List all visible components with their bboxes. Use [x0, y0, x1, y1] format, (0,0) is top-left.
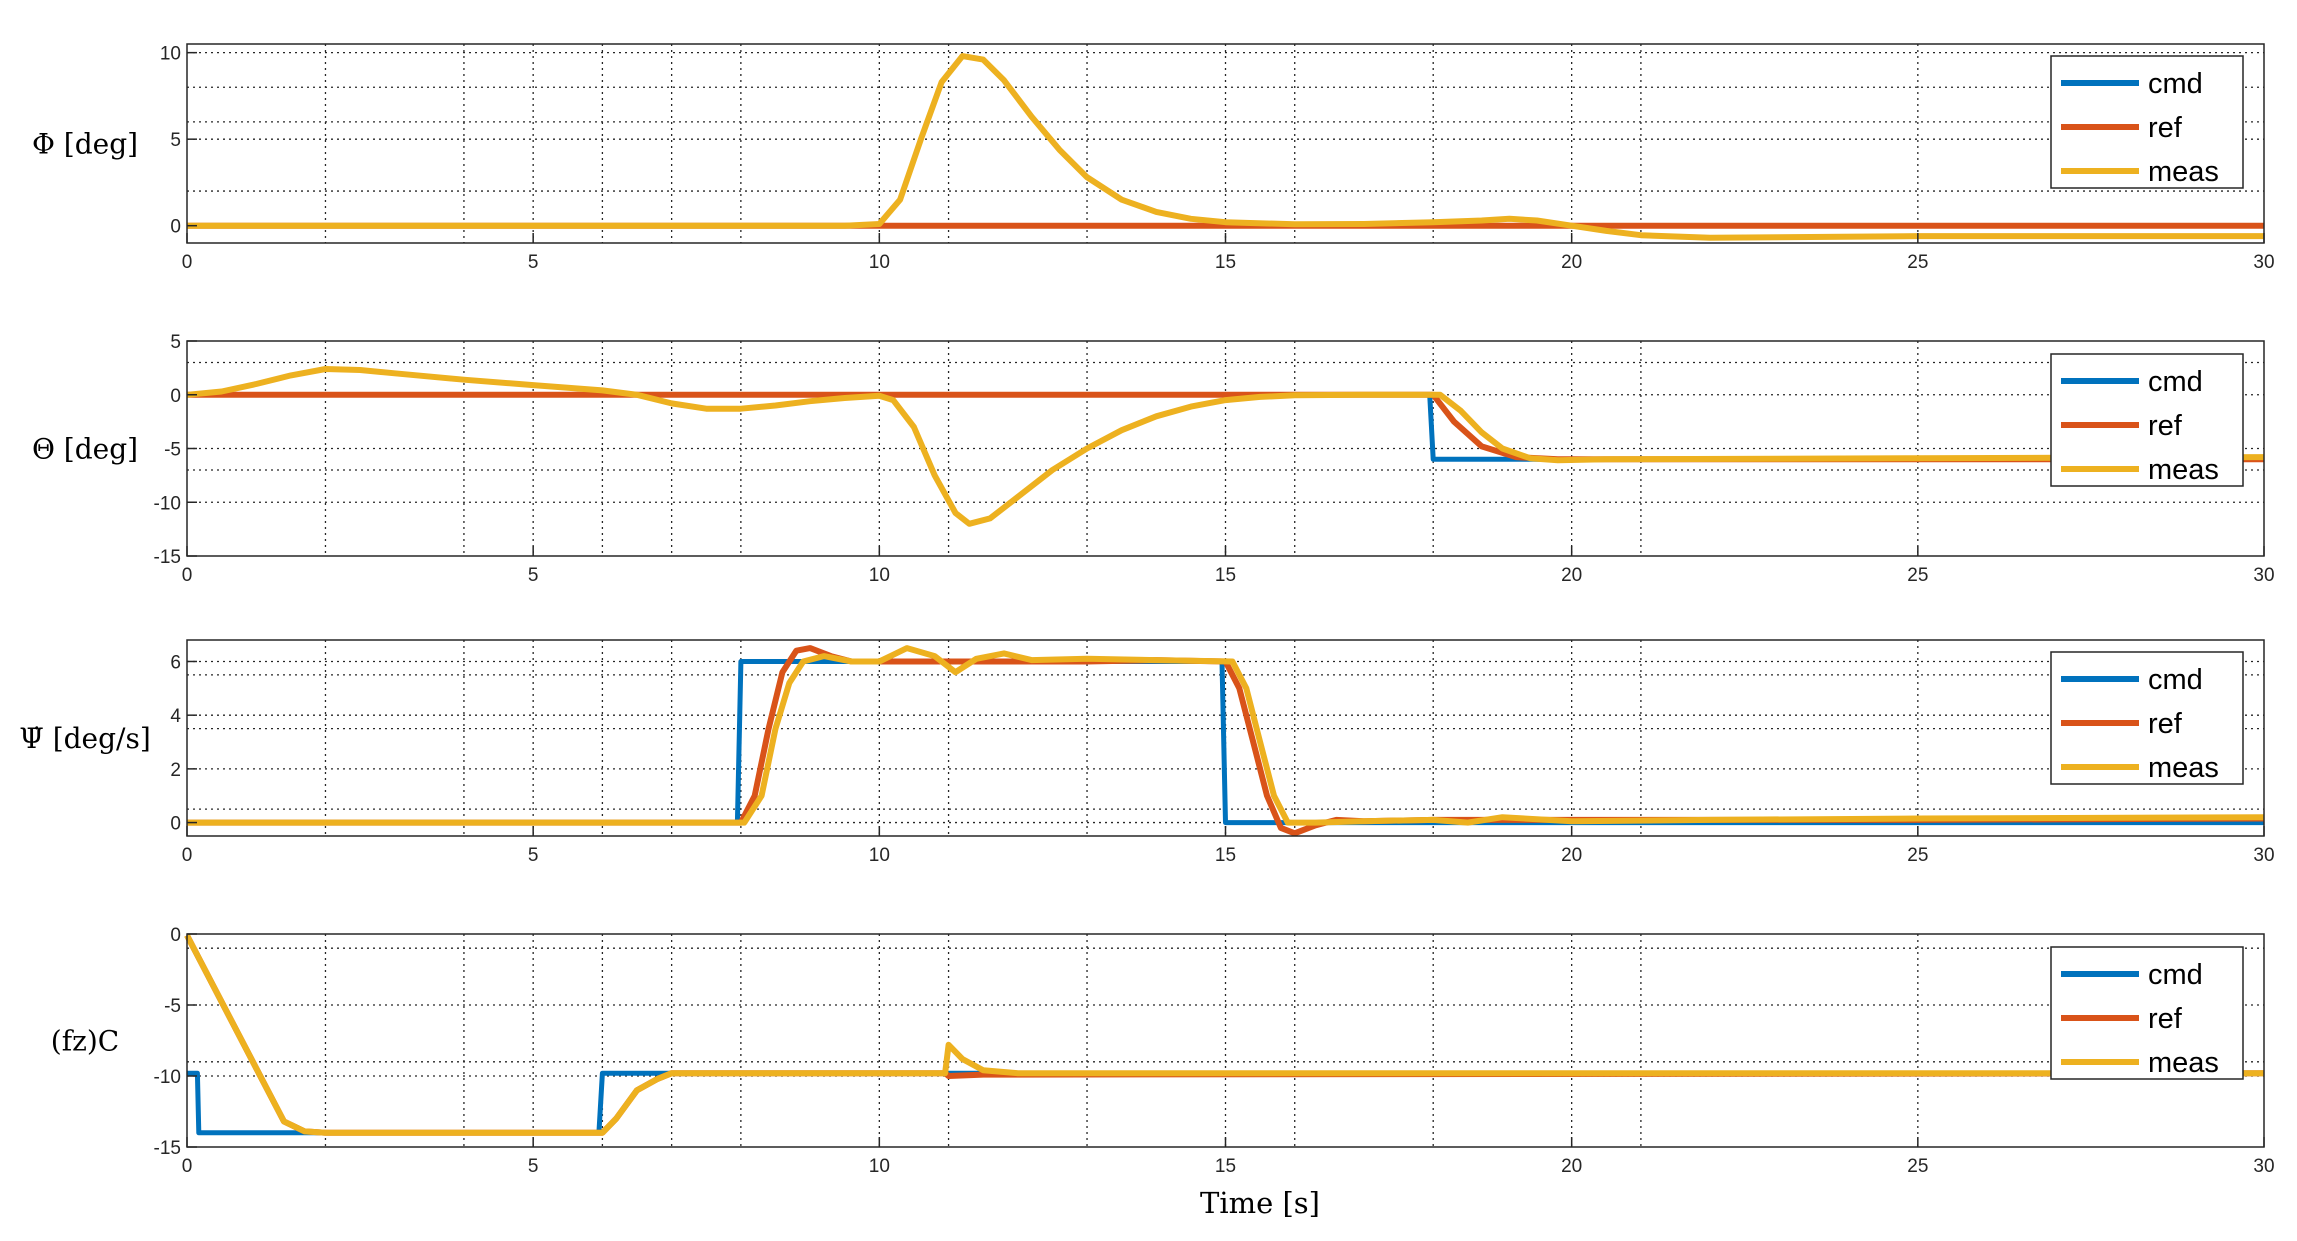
y-tick-label: 0	[170, 217, 181, 238]
x-tick-label: 0	[182, 565, 193, 586]
y-tick-label: -10	[154, 493, 181, 514]
x-tick-label: 0	[182, 1156, 193, 1177]
y-tick-label: -5	[164, 440, 181, 461]
y-axis-label: Θ [deg]	[32, 433, 138, 466]
x-tick-label: 30	[2253, 845, 2274, 866]
y-tick-label: 5	[170, 130, 181, 151]
x-tick-label: 10	[869, 845, 890, 866]
x-tick-label: 0	[182, 252, 193, 273]
y-tick-label: 4	[170, 706, 181, 727]
series-line-meas	[187, 53, 2264, 241]
x-tick-label: 20	[1561, 252, 1582, 273]
y-axis-label: (fz)C	[51, 1025, 119, 1058]
y-tick-label: -15	[154, 1138, 181, 1159]
legend-label-ref: ref	[2148, 1003, 2183, 1035]
x-tick-label: 20	[1561, 845, 1582, 866]
legend-box	[2050, 651, 2244, 785]
series-line-meas	[186, 366, 2265, 527]
x-tick-label: 25	[1907, 252, 1928, 273]
y-tick-label: 6	[170, 652, 181, 673]
legend: cmd ref meas	[2050, 946, 2244, 1080]
y-axis-label: Ψ̇ [deg/s]	[19, 722, 151, 755]
subplot-3: 0 5 10 15 20 25 30 0 2 4 6 Ψ̇ [deg/s] cmd ref meas	[19, 639, 2275, 866]
legend-label-ref: ref	[2148, 112, 2183, 144]
x-tick-label: 20	[1561, 1156, 1582, 1177]
x-tick-label: 0	[182, 845, 193, 866]
y-tick-label: 2	[170, 760, 181, 781]
x-tick-label: 25	[1907, 845, 1928, 866]
x-tick-label: 10	[869, 252, 890, 273]
x-tick-label: 15	[1215, 565, 1236, 586]
subplot-4: 0 5 10 15 20 25 30 -15 -10 -5 0 (fz)C cmd ref meas	[51, 925, 2275, 1177]
legend-label-meas: meas	[2148, 1047, 2219, 1079]
legend-label-meas: meas	[2148, 454, 2219, 486]
y-tick-label: -10	[154, 1067, 181, 1088]
legend-label-cmd: cmd	[2148, 664, 2203, 696]
series-line-meas	[184, 934, 2264, 1136]
x-tick-label: 30	[2253, 1156, 2274, 1177]
legend-label-cmd: cmd	[2148, 68, 2203, 100]
subplot-1: 0 5 10 15 20 25 30 0 5 10 Φ [deg] cmd ref meas	[32, 43, 2275, 273]
x-tick-label: 30	[2253, 252, 2274, 273]
legend-label-meas: meas	[2148, 156, 2219, 188]
x-tick-label: 5	[528, 565, 539, 586]
legend-label-meas: meas	[2148, 752, 2219, 784]
subplot-2: 0 5 10 15 20 25 30 -15 -10 -5 0 5 Θ [deg] cmd ref meas	[32, 332, 2275, 586]
legend: cmd ref meas	[2050, 651, 2244, 785]
x-tick-label: 20	[1561, 565, 1582, 586]
x-axis-label: Time [s]	[1200, 1186, 1320, 1220]
legend-label-ref: ref	[2148, 410, 2183, 442]
x-tick-label: 10	[869, 565, 890, 586]
y-tick-label: 0	[170, 925, 181, 946]
y-tick-label: 0	[170, 386, 181, 407]
x-tick-label: 25	[1907, 565, 1928, 586]
legend-box	[2050, 55, 2244, 189]
y-tick-label: 5	[170, 332, 181, 353]
y-tick-label: -15	[154, 547, 181, 568]
x-tick-label: 5	[528, 1156, 539, 1177]
x-tick-label: 10	[869, 1156, 890, 1177]
x-tick-label: 5	[528, 252, 539, 273]
x-tick-label: 5	[528, 845, 539, 866]
legend-box	[2050, 946, 2244, 1080]
y-axis-label: Φ [deg]	[32, 128, 138, 161]
legend: cmd ref meas	[2050, 55, 2244, 189]
x-tick-label: 15	[1215, 1156, 1236, 1177]
x-tick-label: 30	[2253, 565, 2274, 586]
y-tick-label: 10	[160, 44, 181, 65]
legend-label-ref: ref	[2148, 708, 2183, 740]
series-line-meas	[187, 645, 2265, 826]
x-tick-label: 25	[1907, 1156, 1928, 1177]
y-tick-label: 0	[170, 814, 181, 835]
legend-label-cmd: cmd	[2148, 959, 2203, 991]
legend-box	[2050, 353, 2244, 487]
legend-label-cmd: cmd	[2148, 366, 2203, 398]
x-tick-label: 15	[1215, 252, 1236, 273]
x-tick-label: 15	[1215, 845, 1236, 866]
legend: cmd ref meas	[2050, 353, 2244, 487]
y-tick-label: -5	[164, 996, 181, 1017]
